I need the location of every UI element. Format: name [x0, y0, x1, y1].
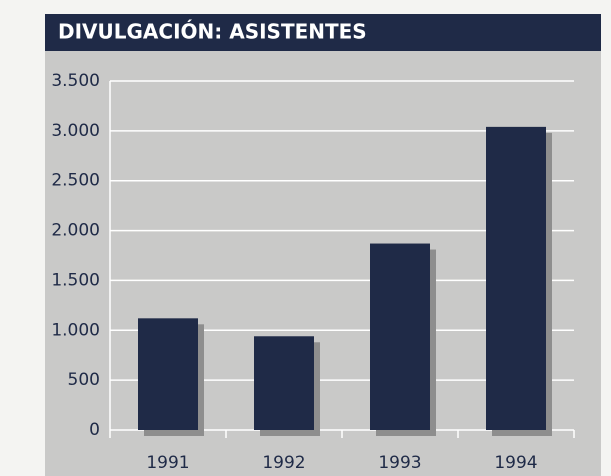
y-tick-label: 2.500 — [51, 171, 100, 191]
bar — [254, 336, 314, 430]
bar — [486, 126, 546, 431]
y-tick-label: 3.500 — [51, 71, 100, 91]
y-tick-label: 1.000 — [51, 320, 100, 340]
x-tick-label: 1991 — [146, 453, 189, 473]
y-tick-label: 3.000 — [51, 121, 100, 141]
x-tick-label: 1992 — [262, 453, 305, 473]
y-tick-label: 500 — [68, 370, 100, 390]
bar — [370, 243, 430, 430]
chart-title: DIVULGACIÓN: ASISTENTES — [58, 20, 367, 44]
title-bar — [45, 14, 601, 51]
y-tick-label: 1.500 — [51, 270, 100, 290]
y-tick-label: 0 — [89, 420, 100, 440]
bar — [138, 318, 198, 430]
x-tick-label: 1993 — [378, 453, 421, 473]
y-tick-label: 2.000 — [51, 221, 100, 241]
x-tick-label: 1994 — [494, 453, 537, 473]
